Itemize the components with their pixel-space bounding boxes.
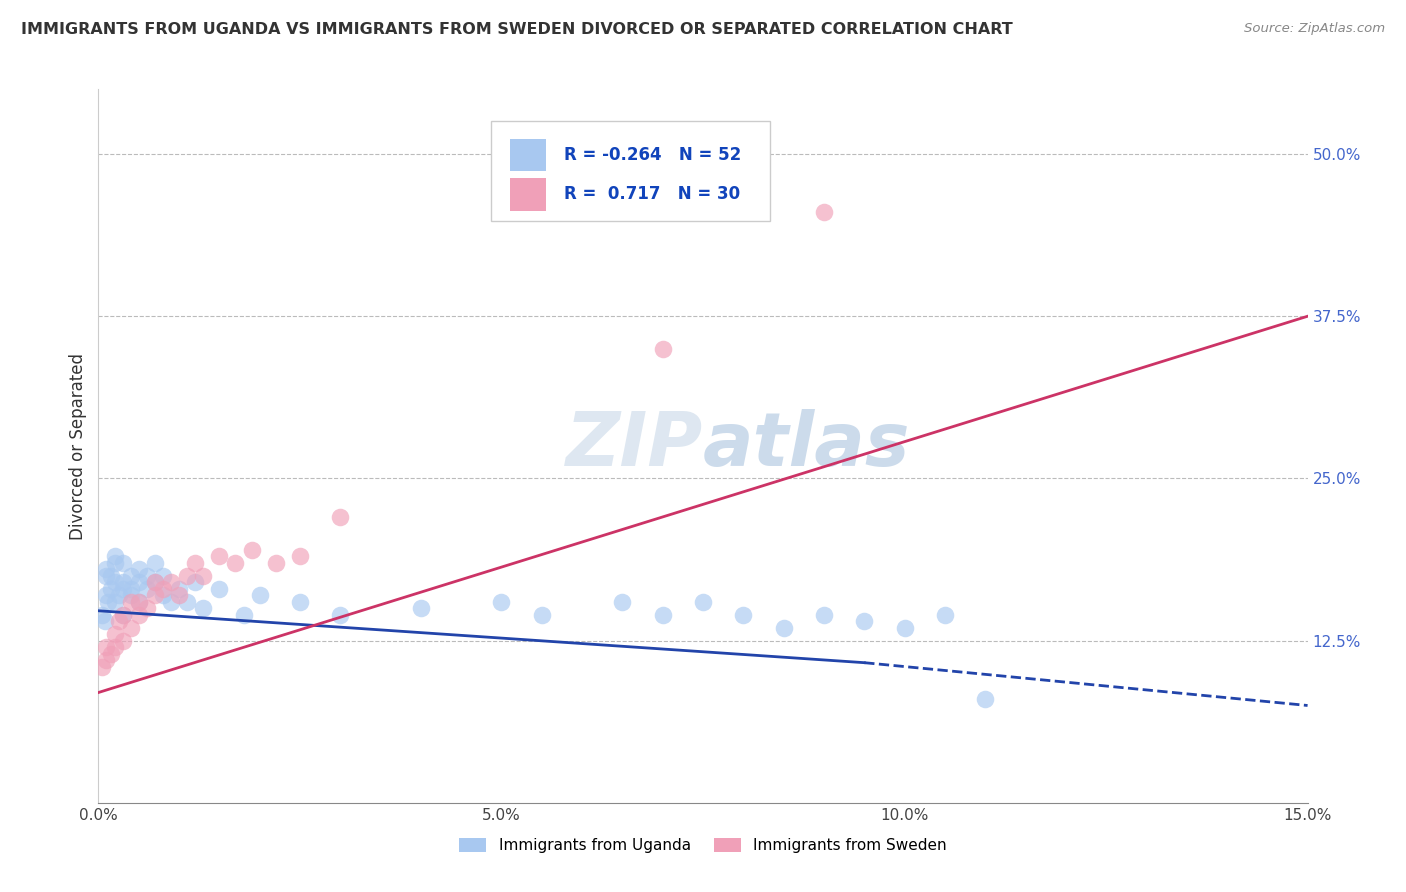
Immigrants from Uganda bbox=[612, 595, 634, 609]
Immigrants from Uganda bbox=[853, 614, 876, 628]
Immigrants from Uganda bbox=[143, 556, 166, 570]
Immigrants from Uganda bbox=[733, 607, 755, 622]
Immigrants from Sweden bbox=[329, 510, 352, 524]
Immigrants from Uganda bbox=[96, 588, 118, 602]
Immigrants from Uganda bbox=[208, 582, 231, 596]
Text: R =  0.717   N = 30: R = 0.717 N = 30 bbox=[564, 186, 740, 203]
Immigrants from Sweden bbox=[128, 607, 150, 622]
Immigrants from Uganda bbox=[143, 575, 166, 590]
FancyBboxPatch shape bbox=[509, 178, 546, 211]
Immigrants from Uganda bbox=[135, 582, 157, 596]
Immigrants from Sweden bbox=[96, 640, 118, 654]
Immigrants from Uganda bbox=[96, 568, 118, 582]
Immigrants from Sweden bbox=[91, 659, 114, 673]
Immigrants from Uganda bbox=[103, 556, 125, 570]
Immigrants from Uganda bbox=[176, 595, 198, 609]
Immigrants from Sweden bbox=[135, 601, 157, 615]
Immigrants from Uganda bbox=[893, 621, 915, 635]
Immigrants from Uganda bbox=[934, 607, 956, 622]
Immigrants from Uganda bbox=[120, 588, 142, 602]
Immigrants from Sweden bbox=[152, 582, 174, 596]
Immigrants from Sweden bbox=[193, 568, 215, 582]
Immigrants from Uganda bbox=[232, 607, 254, 622]
Immigrants from Uganda bbox=[135, 568, 157, 582]
Text: Source: ZipAtlas.com: Source: ZipAtlas.com bbox=[1244, 22, 1385, 36]
Immigrants from Uganda bbox=[128, 575, 150, 590]
Immigrants from Uganda bbox=[120, 568, 142, 582]
Immigrants from Uganda bbox=[94, 614, 117, 628]
Immigrants from Sweden bbox=[160, 575, 183, 590]
Immigrants from Uganda bbox=[160, 595, 183, 609]
Immigrants from Uganda bbox=[111, 607, 134, 622]
Immigrants from Sweden bbox=[111, 633, 134, 648]
Immigrants from Sweden bbox=[813, 205, 835, 219]
Immigrants from Uganda bbox=[152, 588, 174, 602]
Immigrants from Uganda bbox=[103, 549, 125, 564]
Immigrants from Uganda bbox=[692, 595, 714, 609]
Immigrants from Sweden bbox=[96, 653, 118, 667]
FancyBboxPatch shape bbox=[509, 139, 546, 171]
Immigrants from Uganda bbox=[249, 588, 271, 602]
Immigrants from Uganda bbox=[772, 621, 794, 635]
Immigrants from Uganda bbox=[103, 595, 125, 609]
Text: R = -0.264   N = 52: R = -0.264 N = 52 bbox=[564, 146, 741, 164]
Immigrants from Sweden bbox=[264, 556, 287, 570]
Immigrants from Uganda bbox=[974, 692, 997, 706]
Immigrants from Sweden bbox=[120, 621, 142, 635]
Immigrants from Uganda bbox=[100, 568, 122, 582]
Immigrants from Uganda bbox=[152, 568, 174, 582]
Immigrants from Uganda bbox=[96, 562, 118, 576]
Immigrants from Uganda bbox=[97, 595, 120, 609]
Immigrants from Uganda bbox=[128, 562, 150, 576]
Immigrants from Sweden bbox=[651, 342, 673, 356]
Immigrants from Sweden bbox=[143, 575, 166, 590]
Immigrants from Uganda bbox=[491, 595, 513, 609]
Immigrants from Uganda bbox=[813, 607, 835, 622]
Immigrants from Sweden bbox=[176, 568, 198, 582]
Immigrants from Sweden bbox=[208, 549, 231, 564]
Text: IMMIGRANTS FROM UGANDA VS IMMIGRANTS FROM SWEDEN DIVORCED OR SEPARATED CORRELATI: IMMIGRANTS FROM UGANDA VS IMMIGRANTS FRO… bbox=[21, 22, 1012, 37]
Immigrants from Uganda bbox=[103, 575, 125, 590]
Immigrants from Uganda bbox=[111, 556, 134, 570]
Immigrants from Sweden bbox=[184, 556, 207, 570]
Immigrants from Sweden bbox=[120, 595, 142, 609]
Immigrants from Uganda bbox=[107, 588, 129, 602]
Immigrants from Uganda bbox=[530, 607, 553, 622]
Immigrants from Sweden bbox=[103, 640, 125, 654]
Immigrants from Uganda bbox=[329, 607, 352, 622]
Immigrants from Sweden bbox=[103, 627, 125, 641]
Immigrants from Uganda bbox=[128, 595, 150, 609]
Immigrants from Sweden bbox=[288, 549, 311, 564]
Immigrants from Sweden bbox=[128, 595, 150, 609]
Immigrants from Uganda bbox=[100, 582, 122, 596]
Immigrants from Uganda bbox=[409, 601, 432, 615]
Immigrants from Uganda bbox=[120, 582, 142, 596]
Legend: Immigrants from Uganda, Immigrants from Sweden: Immigrants from Uganda, Immigrants from … bbox=[453, 832, 953, 859]
Immigrants from Uganda bbox=[288, 595, 311, 609]
Immigrants from Sweden bbox=[100, 647, 122, 661]
Text: ZIP: ZIP bbox=[565, 409, 703, 483]
Immigrants from Sweden bbox=[240, 542, 263, 557]
Immigrants from Uganda bbox=[193, 601, 215, 615]
FancyBboxPatch shape bbox=[492, 121, 769, 221]
Immigrants from Uganda bbox=[111, 582, 134, 596]
Immigrants from Uganda bbox=[91, 607, 114, 622]
Immigrants from Sweden bbox=[167, 588, 190, 602]
Immigrants from Uganda bbox=[167, 582, 190, 596]
Immigrants from Sweden bbox=[111, 607, 134, 622]
Immigrants from Uganda bbox=[651, 607, 673, 622]
Immigrants from Sweden bbox=[143, 588, 166, 602]
Text: atlas: atlas bbox=[703, 409, 911, 483]
Immigrants from Sweden bbox=[107, 614, 129, 628]
Immigrants from Sweden bbox=[224, 556, 246, 570]
Y-axis label: Divorced or Separated: Divorced or Separated bbox=[69, 352, 87, 540]
Immigrants from Uganda bbox=[111, 575, 134, 590]
Immigrants from Uganda bbox=[184, 575, 207, 590]
